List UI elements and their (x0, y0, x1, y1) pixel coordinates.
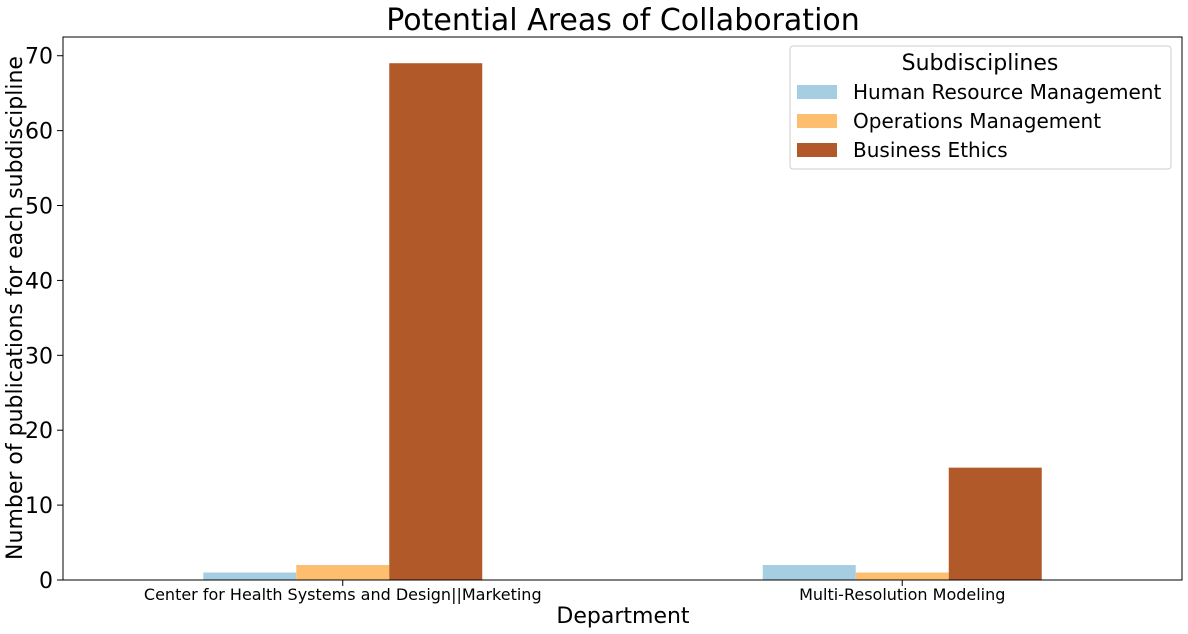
x-ticks: Center for Health Systems and Design||Ma… (144, 580, 1005, 604)
y-axis-label: Number of publications for each subdisci… (3, 56, 28, 560)
y-tick-label: 50 (25, 195, 53, 220)
x-axis-label: Department (556, 604, 690, 629)
bar-2-0 (389, 63, 483, 580)
legend-box (789, 45, 1172, 170)
legend-swatch-0 (797, 85, 837, 99)
legend-label-1: Operations Management (853, 109, 1101, 133)
bar-0-0 (203, 572, 297, 580)
y-tick-label: 0 (39, 569, 53, 594)
y-ticks: 0 10 20 30 40 50 60 70 (25, 45, 63, 594)
bar-0-1 (762, 565, 856, 580)
x-tick-label: Center for Health Systems and Design||Ma… (144, 585, 542, 604)
bar-1-1 (855, 572, 949, 580)
y-tick-label: 40 (25, 269, 53, 294)
legend-items: Human Resource Management Operations Mana… (797, 80, 1161, 162)
legend-swatch-2 (797, 143, 837, 157)
bars-group (203, 63, 1042, 580)
y-tick-label: 10 (25, 494, 53, 519)
x-tick-label: Multi-Resolution Modeling (799, 585, 1005, 604)
plot-frame (62, 36, 1183, 581)
chart-title: Potential Areas of Collaboration (386, 3, 860, 38)
legend-label-0: Human Resource Management (853, 80, 1161, 104)
legend-label-2: Business Ethics (853, 138, 1008, 162)
y-tick-label: 30 (25, 344, 53, 369)
legend-swatch-1 (797, 114, 837, 128)
legend-title: Subdisciplines (902, 51, 1059, 76)
bar-2-1 (948, 467, 1042, 580)
y-tick-label: 20 (25, 419, 53, 444)
legend: Subdisciplines Human Resource Management… (789, 45, 1172, 170)
y-tick-label: 70 (25, 45, 53, 70)
bar-1-0 (296, 565, 390, 580)
y-tick-label: 60 (25, 120, 53, 145)
